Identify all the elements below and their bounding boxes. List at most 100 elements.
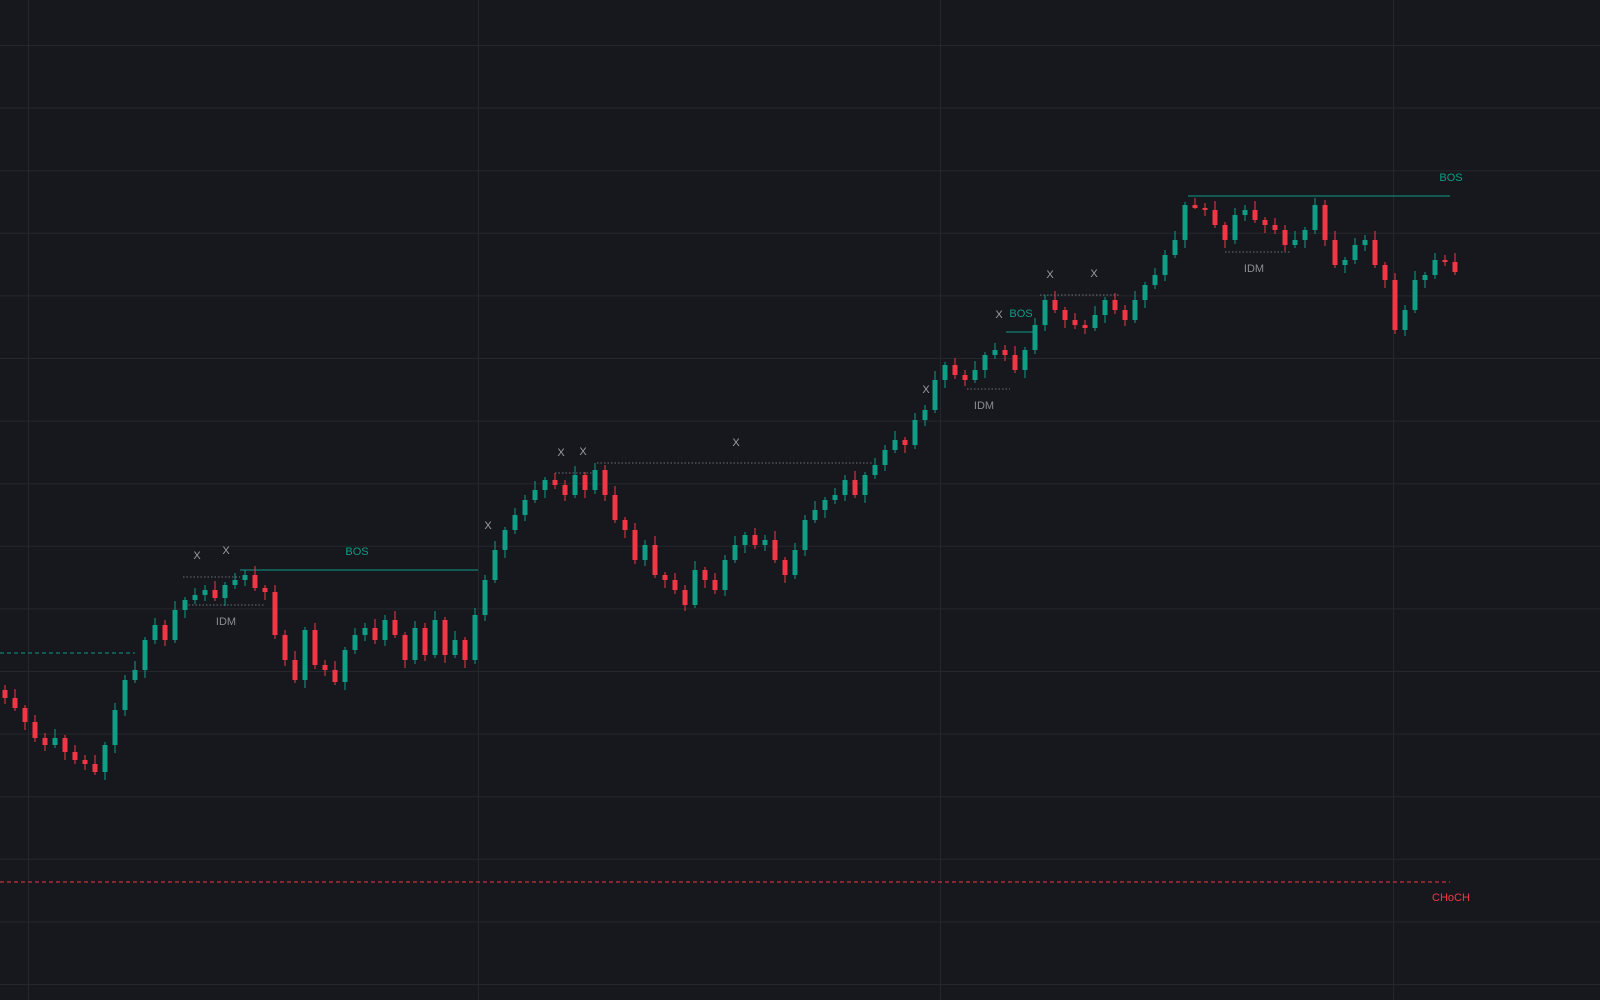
candle-body: [312, 630, 318, 665]
annotation-label: IDM: [216, 616, 236, 628]
candle-body: [1202, 208, 1208, 210]
candle-body: [1382, 265, 1388, 280]
candle-body: [502, 530, 508, 550]
annotation-label: X: [222, 545, 230, 557]
candle-body: [202, 590, 208, 595]
candle-body: [1062, 310, 1068, 320]
annotation-label: X: [1090, 268, 1098, 280]
candle-body: [82, 760, 88, 764]
candle-body: [622, 520, 628, 530]
candle-body: [712, 580, 718, 590]
annotation-label: BOS: [1009, 308, 1032, 320]
candle-body: [1162, 255, 1168, 275]
candle-body: [642, 545, 648, 560]
candle-body: [562, 485, 568, 495]
candle-body: [932, 380, 938, 410]
annotation-label: CHoCH: [1432, 892, 1470, 904]
candle-body: [32, 722, 38, 738]
candle-body: [912, 420, 918, 445]
candle-body: [892, 440, 898, 450]
candle-body: [352, 635, 358, 650]
annotation-label: X: [1046, 269, 1054, 281]
candle-body: [432, 620, 438, 655]
candle-body: [542, 480, 548, 490]
annotation-label: IDM: [1244, 263, 1264, 275]
candle-body: [572, 475, 578, 495]
candle-body: [1212, 210, 1218, 225]
candle-body: [962, 375, 968, 380]
candle-body: [1122, 310, 1128, 320]
candle-body: [1332, 240, 1338, 265]
candle-body: [1352, 245, 1358, 260]
candle-body: [122, 680, 128, 710]
candle-body: [212, 590, 218, 598]
candle-body: [1152, 275, 1158, 285]
candle-body: [412, 628, 418, 660]
candle-body: [42, 738, 48, 745]
candle-body: [682, 590, 688, 605]
candle-body: [1142, 285, 1148, 300]
candle-body: [52, 738, 58, 745]
annotation-label: X: [732, 437, 740, 449]
candle-body: [382, 620, 388, 640]
candle-body: [812, 510, 818, 520]
candle-body: [982, 355, 988, 370]
annotation-label: X: [193, 550, 201, 562]
candle-body: [862, 475, 868, 495]
candle-body: [182, 600, 188, 610]
candle-body: [342, 650, 348, 682]
candle-body: [282, 635, 288, 660]
candle-body: [1442, 260, 1448, 262]
candle-body: [192, 595, 198, 600]
candle-body: [162, 625, 168, 640]
candle-body: [612, 495, 618, 520]
candle-body: [1312, 205, 1318, 230]
candle-body: [602, 470, 608, 495]
candle-body: [232, 580, 238, 585]
candle-body: [752, 535, 758, 545]
candle-body: [472, 615, 478, 660]
candle-body: [522, 500, 528, 515]
candle-body: [392, 620, 398, 635]
candle-body: [1242, 210, 1248, 215]
candle-body: [442, 620, 448, 655]
candle-body: [692, 570, 698, 605]
candle-body: [452, 640, 458, 655]
annotation-label: X: [922, 384, 930, 396]
candle-body: [922, 410, 928, 420]
annotation-label: X: [484, 520, 492, 532]
candle-body: [1022, 350, 1028, 370]
candle-body: [222, 585, 228, 598]
candle-body: [662, 575, 668, 580]
candle-body: [772, 540, 778, 560]
candle-body: [252, 575, 258, 588]
candle-body: [1192, 205, 1198, 208]
candle-body: [762, 540, 768, 545]
candle-body: [532, 490, 538, 500]
candle-body: [1262, 220, 1268, 225]
candle-body: [722, 560, 728, 590]
candle-body: [242, 575, 248, 580]
candle-body: [72, 752, 78, 760]
candle-body: [362, 628, 368, 635]
candle-body: [1102, 300, 1108, 315]
candle-body: [172, 610, 178, 640]
candle-body: [852, 480, 858, 495]
candle-body: [262, 588, 268, 592]
candle-body: [482, 580, 488, 615]
candle-body: [1252, 210, 1258, 220]
candle-body: [1412, 280, 1418, 310]
candle-body: [972, 370, 978, 380]
candle-body: [672, 580, 678, 590]
candle-body: [462, 640, 468, 660]
candle-body: [822, 500, 828, 510]
candle-body: [792, 550, 798, 575]
candle-body: [832, 495, 838, 500]
candle-body: [102, 745, 108, 772]
candle-body: [1362, 240, 1368, 245]
candle-body: [1322, 205, 1328, 240]
annotation-label: X: [995, 309, 1003, 321]
